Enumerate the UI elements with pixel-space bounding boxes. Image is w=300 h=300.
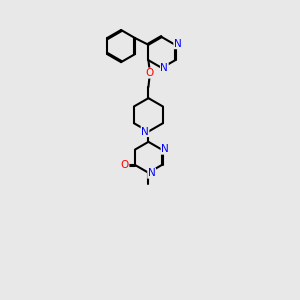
Text: N: N bbox=[160, 63, 168, 74]
Text: N: N bbox=[161, 144, 169, 154]
Text: O: O bbox=[146, 68, 154, 78]
Text: O: O bbox=[121, 160, 129, 170]
Text: N: N bbox=[148, 168, 155, 178]
Text: N: N bbox=[174, 39, 182, 49]
Text: N: N bbox=[141, 127, 149, 136]
